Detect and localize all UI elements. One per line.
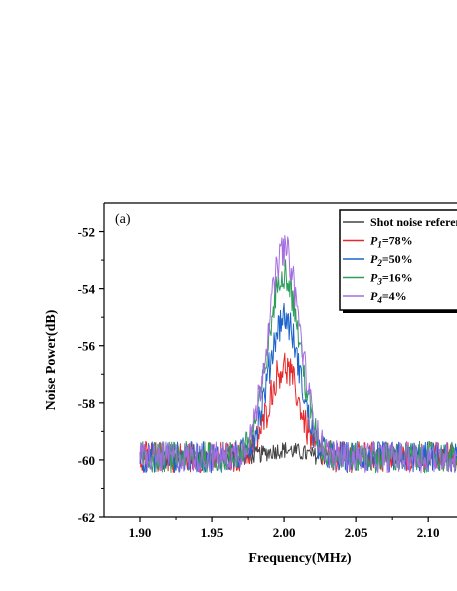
legend-label-2: P1=78% (370, 234, 413, 250)
y-tick-label: -54 (78, 282, 96, 297)
x-tick-label: 1.90 (129, 525, 152, 540)
y-axis-title: Noise Power(dB) (44, 309, 59, 410)
legend-label-4: P3=16% (370, 271, 413, 287)
legend-label-5: P4=4% (370, 289, 407, 305)
axis-ticks: 1.90 1.95 2.00 2.05 2.10 -62 -60 -58 -56 -54 -52 (78, 225, 440, 540)
series-line-5 (139, 235, 457, 474)
legend: Shot noise reference P1=78% P2=50% P3=16% P4… (339, 209, 457, 313)
y-tick-label: -62 (78, 510, 95, 525)
series-layer (139, 235, 457, 474)
y-tick-label: -56 (78, 339, 96, 354)
x-tick-label: 2.10 (417, 525, 440, 540)
y-tick-label: -52 (78, 225, 95, 240)
x-tick-label: 1.95 (201, 525, 224, 540)
legend-label-3: P2=50% (370, 252, 413, 268)
legend-label-1: Shot noise reference (370, 215, 457, 229)
y-tick-label: -60 (78, 453, 95, 468)
legend-box (339, 209, 457, 311)
x-tick-label: 2.00 (273, 525, 296, 540)
x-axis-title: Frequency(MHz) (248, 551, 351, 566)
panel-label: (a) (115, 212, 131, 227)
legend-items: Shot noise reference P1=78% P2=50% P3=16% P4… (343, 215, 457, 305)
y-tick-label: -58 (78, 396, 96, 411)
x-tick-label: 2.05 (345, 525, 368, 540)
